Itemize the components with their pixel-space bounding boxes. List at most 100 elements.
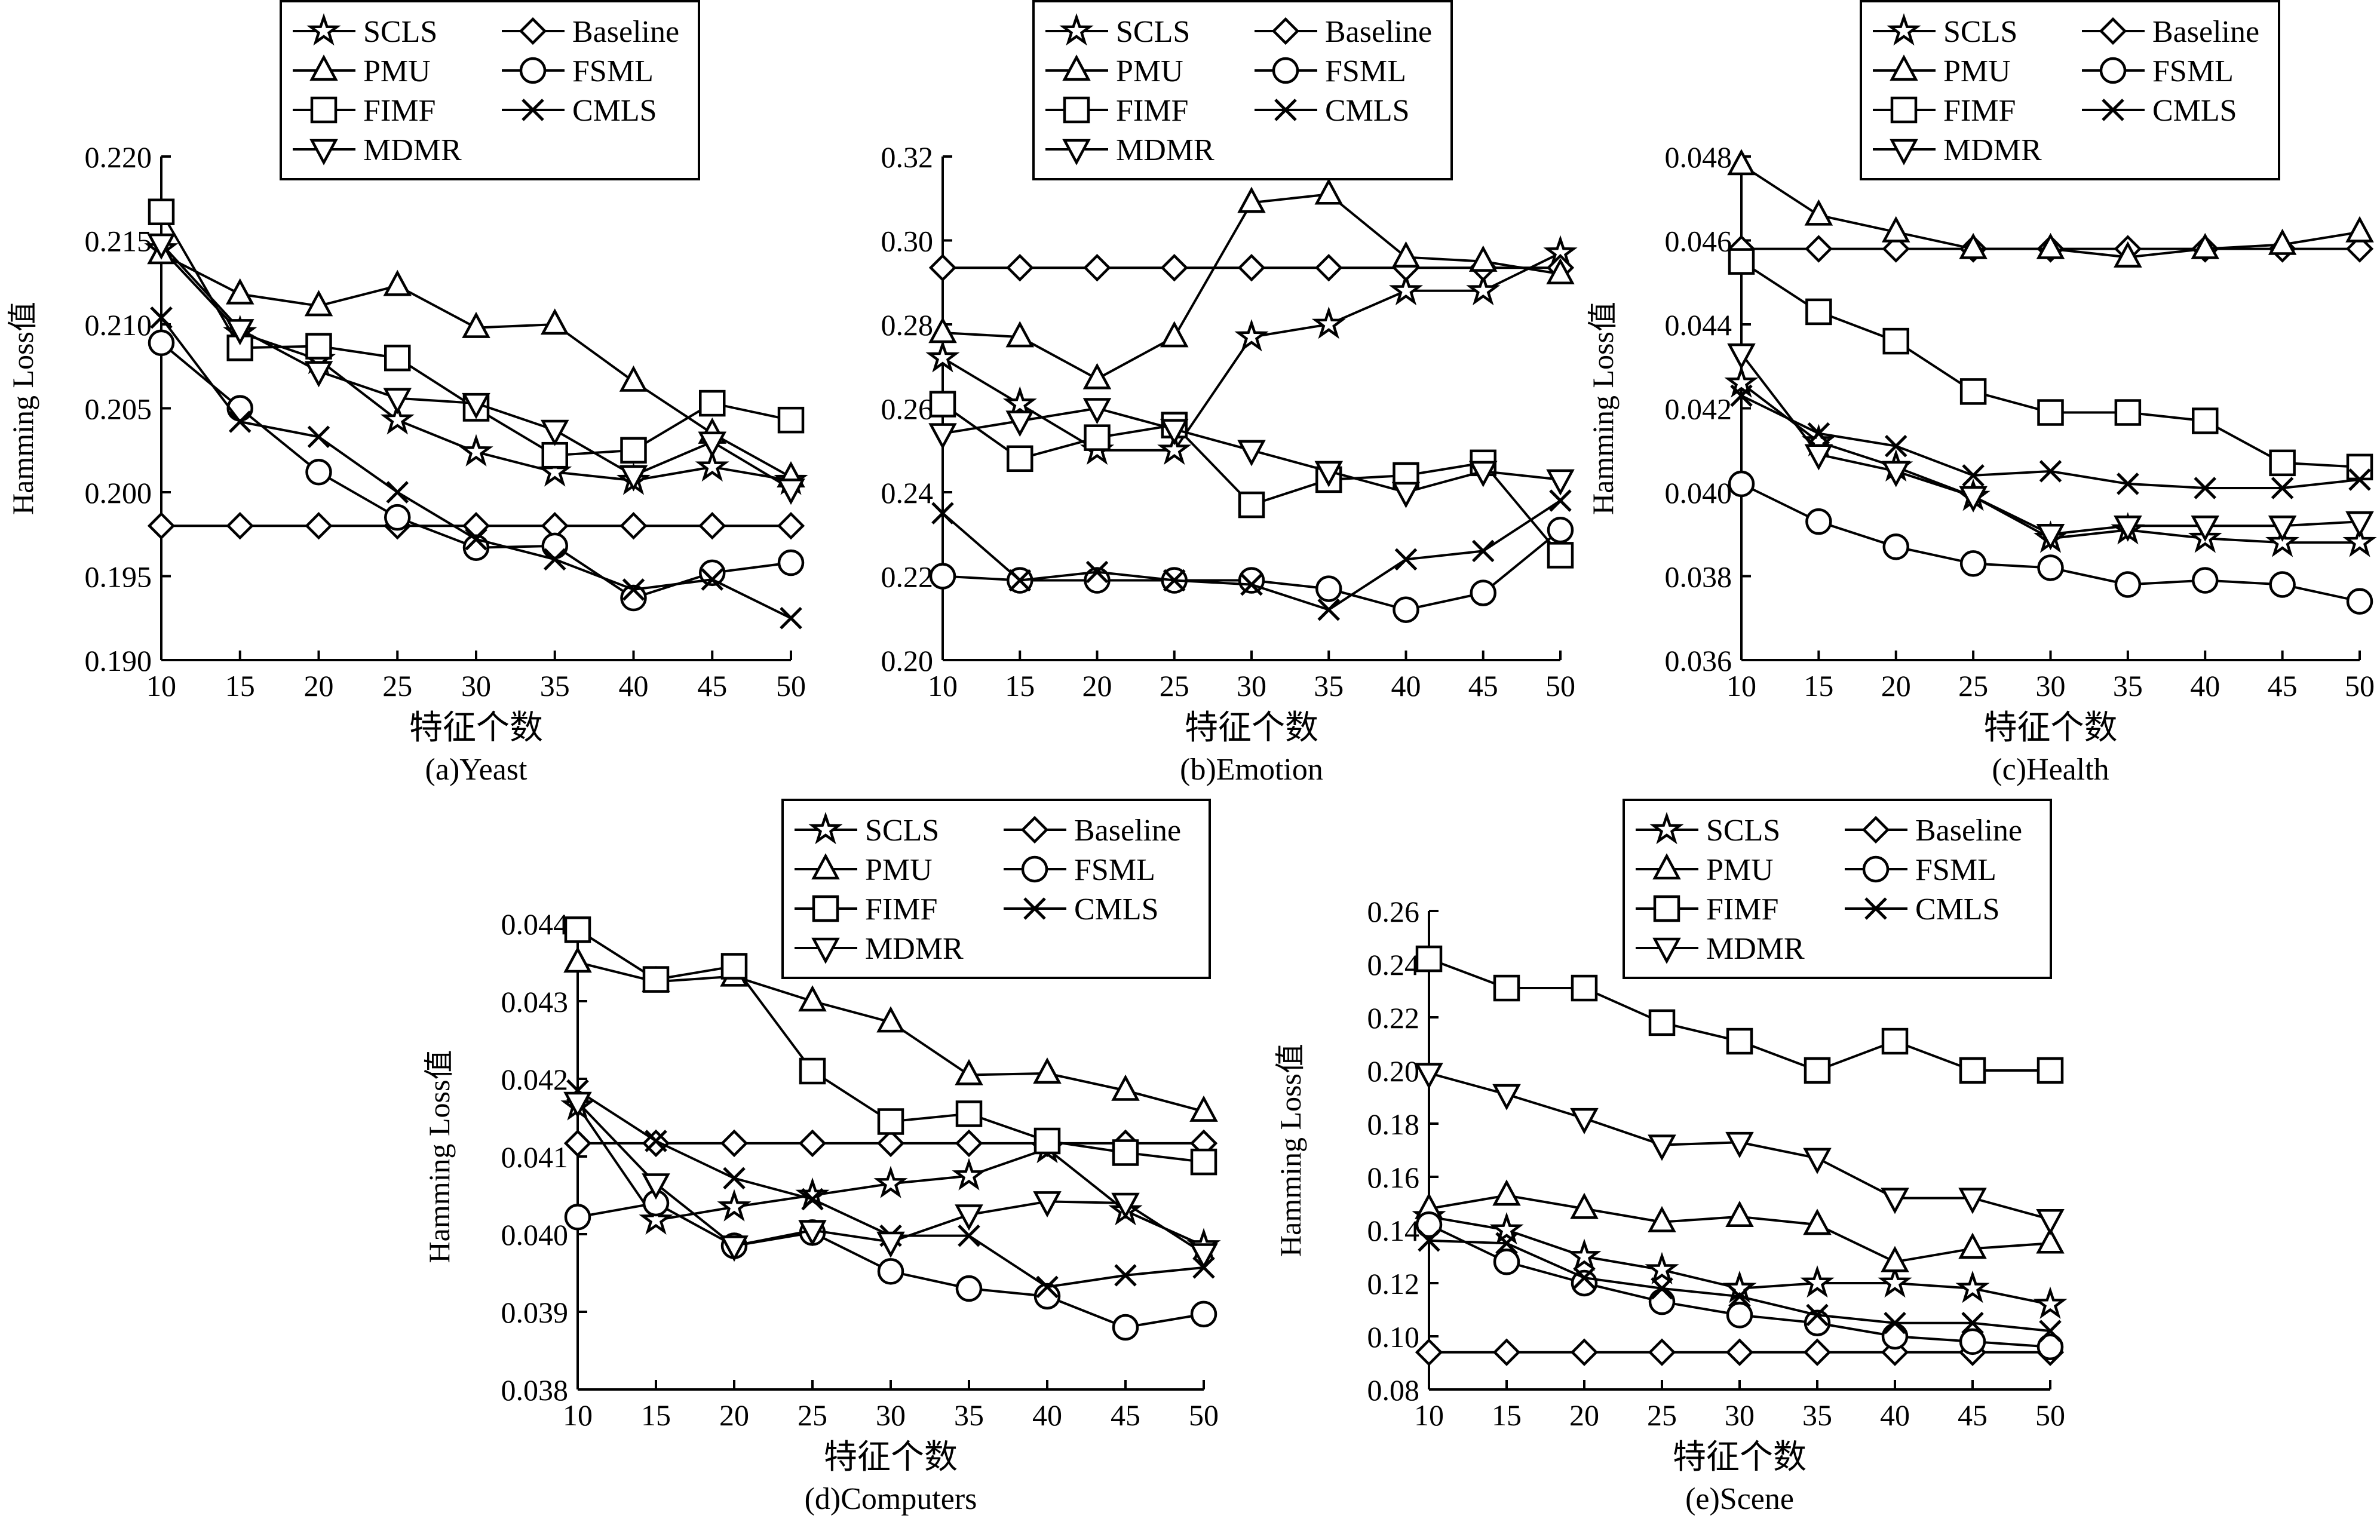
y-tick-label: 0.26 — [881, 392, 934, 426]
data-point-marker — [543, 548, 566, 571]
data-point-marker — [1959, 378, 1987, 405]
y-tick-label: 0.036 — [1665, 644, 1732, 677]
data-point-marker — [564, 1204, 591, 1231]
series-scls — [144, 231, 808, 495]
data-point-marker — [1725, 1201, 1754, 1227]
x-tick-label: 40 — [619, 669, 649, 702]
x-axis-label: 特征个数 — [1185, 710, 1318, 747]
series-line — [577, 961, 1204, 1113]
legend: SCLS Baseline PMU FSML FIMF CMLS MDMR — [1860, 0, 2280, 180]
series-fsml — [148, 329, 805, 612]
data-point-marker — [1570, 1192, 1599, 1219]
data-point-marker — [2033, 1286, 2068, 1319]
data-point-marker — [698, 512, 726, 540]
x-tick-label: 40 — [1032, 1398, 1062, 1432]
series-baseline — [147, 512, 805, 540]
x-tick-label: 20 — [1082, 669, 1112, 702]
y-tick-label: 0.190 — [85, 644, 152, 677]
legend-marker — [1861, 815, 1890, 844]
x-tick-label: 50 — [776, 669, 806, 702]
series-pmu — [1727, 149, 2374, 268]
data-point-marker — [563, 1129, 592, 1158]
data-point-marker — [1160, 253, 1188, 282]
data-point-marker — [1315, 253, 1343, 282]
data-point-marker — [1648, 1338, 1676, 1366]
data-point-marker — [701, 568, 724, 591]
data-point-marker — [2036, 1227, 2065, 1254]
y-tick-label: 0.24 — [881, 476, 934, 510]
legend-label: CMLS — [1074, 892, 1159, 927]
data-point-marker — [1804, 1309, 1831, 1336]
x-tick-label: 30 — [2036, 669, 2066, 702]
legend-marker — [1890, 96, 1918, 124]
data-point-marker — [955, 1204, 983, 1231]
legend: SCLS Baseline PMU FSML FIMF CMLS MDMR — [280, 0, 700, 180]
x-axis-label: 特征个数 — [409, 710, 543, 747]
y-axis-label: Hamming Loss值 — [1586, 302, 1620, 515]
legend-label: CMLS — [1915, 892, 2000, 927]
legend-marker — [1652, 937, 1681, 964]
series-fimf — [564, 916, 1217, 1176]
data-point-marker — [147, 233, 176, 260]
data-point-marker — [720, 1129, 749, 1158]
x-tick-label: 15 — [641, 1398, 671, 1432]
x-tick-label: 25 — [798, 1398, 827, 1432]
legend-label: SCLS — [1116, 15, 1190, 49]
data-point-marker — [929, 391, 956, 418]
legend-label: Baseline — [572, 15, 679, 49]
data-point-marker — [1160, 321, 1189, 348]
data-point-marker — [307, 425, 330, 449]
data-point-marker — [1160, 419, 1189, 446]
data-point-marker — [1190, 1300, 1217, 1328]
data-point-marker — [1005, 321, 1035, 348]
data-point-marker — [1547, 516, 1574, 544]
data-point-marker — [1391, 241, 1421, 268]
data-point-marker — [1567, 1238, 1602, 1271]
legend-marker — [1272, 57, 1299, 84]
data-point-marker — [955, 1275, 983, 1302]
series-pmu — [928, 178, 1575, 389]
series-fimf — [1415, 945, 2064, 1084]
data-point-marker — [2117, 473, 2139, 495]
data-point-marker — [1492, 1338, 1521, 1366]
legend-label: Baseline — [1915, 814, 2022, 848]
data-point-marker — [1806, 1303, 1829, 1327]
legend-label: FIMF — [865, 892, 937, 927]
x-tick-label: 35 — [1314, 669, 1344, 702]
data-point-marker — [1189, 1095, 1218, 1122]
x-tick-label: 20 — [1881, 669, 1911, 702]
legend-label: FIMF — [1116, 94, 1188, 128]
legend-marker — [1862, 855, 1890, 883]
data-point-marker — [1881, 1246, 1909, 1272]
legend-marker — [2102, 99, 2124, 121]
x-tick-label: 10 — [1726, 669, 1756, 702]
data-point-marker — [1546, 257, 1575, 284]
data-point-marker — [1314, 178, 1344, 205]
data-point-marker — [2348, 468, 2371, 491]
legend-marker — [1021, 855, 1048, 883]
data-point-marker — [1112, 1314, 1139, 1341]
series-line — [942, 193, 1561, 381]
x-tick-label: 45 — [1468, 669, 1498, 702]
data-point-marker — [1495, 1232, 1518, 1255]
data-point-marker — [873, 1165, 908, 1198]
data-point-marker — [1157, 432, 1192, 465]
chart-caption: (a)Yeast — [425, 753, 527, 787]
legend-marker — [1653, 895, 1680, 922]
legend-marker — [1023, 897, 1046, 920]
data-point-marker — [1114, 1264, 1137, 1287]
legend-label: FIMF — [1943, 94, 2016, 128]
data-point-marker — [777, 512, 805, 540]
data-point-marker — [777, 549, 805, 576]
x-axis-label: 特征个数 — [1984, 710, 2118, 747]
data-point-marker — [1084, 424, 1111, 451]
series-mdmr — [1415, 1063, 2065, 1235]
series-line — [941, 403, 1562, 556]
data-point-marker — [2345, 235, 2374, 263]
data-point-marker — [1008, 569, 1032, 592]
data-point-marker — [2114, 399, 2142, 426]
data-point-marker — [1082, 363, 1112, 389]
data-point-marker — [1648, 1134, 1676, 1161]
data-point-marker — [1468, 461, 1498, 487]
data-point-marker — [1547, 542, 1574, 569]
